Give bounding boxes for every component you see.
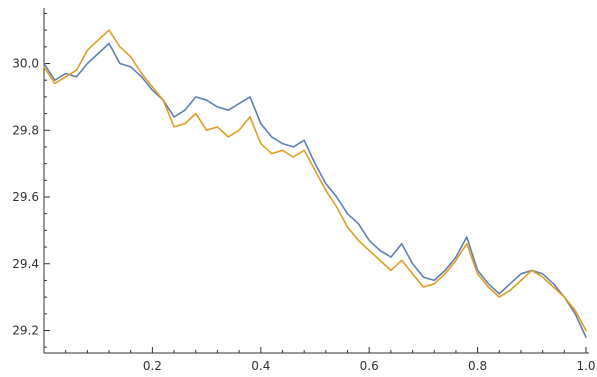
x-axis-ticks: 0.2 0.4 0.6 0.8 1.0 <box>65 347 596 373</box>
y-tick-label: 29.2 <box>12 324 39 338</box>
x-tick-label: 0.2 <box>143 359 162 373</box>
series-1-line <box>43 42 587 339</box>
x-tick-label: 0.8 <box>468 359 487 373</box>
series-group <box>43 29 587 339</box>
x-tick-label: 0.6 <box>360 359 379 373</box>
y-tick-label: 29.4 <box>12 257 39 271</box>
y-tick-label: 30.0 <box>12 57 39 71</box>
x-tick-label: 0.4 <box>251 359 270 373</box>
series-2-line <box>43 29 587 332</box>
y-tick-label: 29.6 <box>12 190 39 204</box>
y-axis-ticks: 29.2 29.4 29.6 29.8 30.0 <box>12 12 50 348</box>
x-tick-label: 1.0 <box>576 359 595 373</box>
y-tick-label: 29.8 <box>12 123 39 137</box>
